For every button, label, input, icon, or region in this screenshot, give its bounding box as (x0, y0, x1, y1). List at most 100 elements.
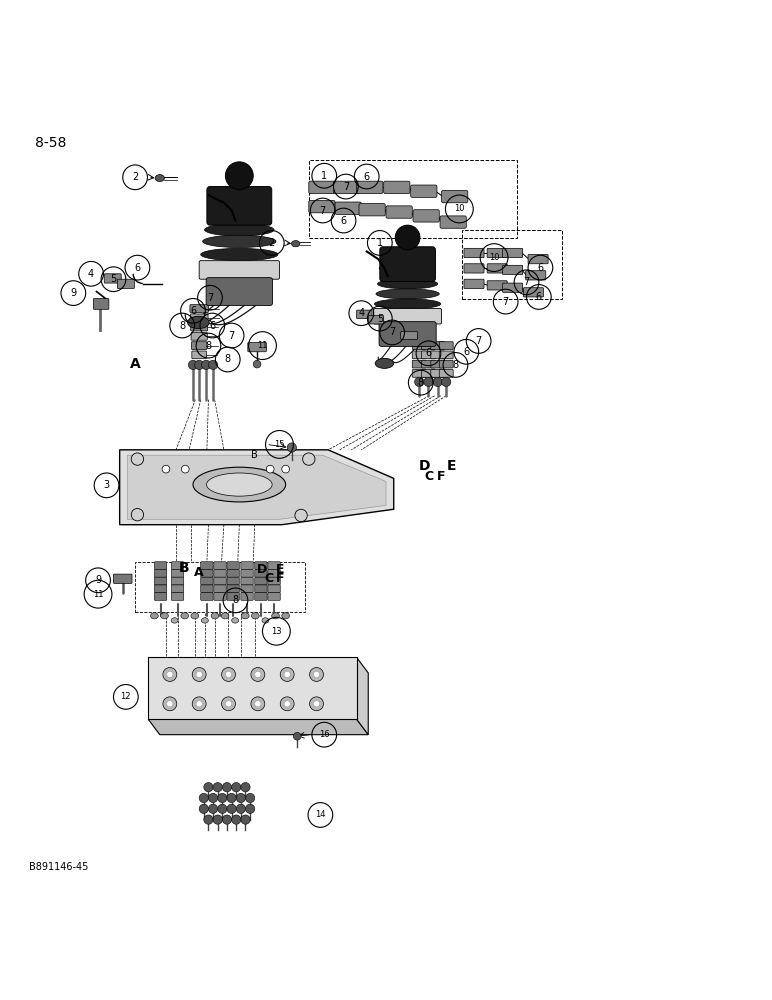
Circle shape (131, 453, 144, 465)
FancyBboxPatch shape (526, 271, 546, 280)
FancyBboxPatch shape (413, 210, 439, 222)
Circle shape (255, 701, 261, 707)
Polygon shape (120, 450, 394, 525)
FancyBboxPatch shape (487, 248, 507, 258)
FancyBboxPatch shape (412, 370, 426, 377)
Circle shape (415, 377, 424, 387)
FancyBboxPatch shape (241, 577, 253, 585)
FancyBboxPatch shape (379, 322, 436, 346)
Text: A: A (130, 357, 141, 371)
Bar (309, 160, 517, 238)
Ellipse shape (252, 613, 259, 619)
Circle shape (213, 783, 222, 792)
FancyBboxPatch shape (255, 585, 267, 593)
Text: D: D (419, 459, 430, 473)
Text: 7: 7 (523, 277, 530, 287)
FancyBboxPatch shape (190, 314, 208, 322)
Text: B891146-45: B891146-45 (29, 862, 89, 872)
FancyBboxPatch shape (503, 265, 523, 275)
Text: 3: 3 (103, 480, 110, 490)
Circle shape (310, 697, 323, 711)
FancyBboxPatch shape (113, 574, 132, 583)
Text: B: B (252, 450, 258, 460)
Polygon shape (148, 719, 368, 735)
FancyBboxPatch shape (334, 181, 360, 194)
Circle shape (131, 508, 144, 521)
FancyBboxPatch shape (171, 569, 184, 577)
Circle shape (196, 701, 202, 707)
FancyBboxPatch shape (268, 593, 280, 600)
FancyBboxPatch shape (214, 569, 226, 577)
Ellipse shape (181, 613, 188, 619)
Text: 2: 2 (132, 172, 138, 182)
Text: 1: 1 (377, 238, 383, 248)
FancyBboxPatch shape (199, 261, 279, 279)
FancyBboxPatch shape (439, 360, 453, 368)
FancyBboxPatch shape (227, 593, 239, 600)
Ellipse shape (202, 235, 276, 248)
Circle shape (313, 671, 320, 678)
Ellipse shape (201, 248, 278, 261)
Circle shape (225, 701, 232, 707)
FancyBboxPatch shape (386, 206, 412, 218)
FancyBboxPatch shape (255, 593, 267, 600)
Circle shape (303, 453, 315, 465)
FancyBboxPatch shape (214, 577, 226, 585)
Text: 9: 9 (70, 288, 76, 298)
FancyBboxPatch shape (227, 562, 239, 569)
Text: 8: 8 (418, 378, 424, 388)
FancyBboxPatch shape (104, 274, 121, 283)
FancyBboxPatch shape (255, 577, 267, 585)
Circle shape (241, 815, 250, 824)
Ellipse shape (376, 289, 439, 299)
FancyBboxPatch shape (191, 351, 207, 359)
Ellipse shape (161, 613, 168, 619)
Circle shape (213, 815, 222, 824)
Circle shape (433, 377, 442, 387)
FancyBboxPatch shape (268, 585, 280, 593)
Circle shape (222, 783, 232, 792)
Circle shape (241, 783, 250, 792)
Ellipse shape (206, 473, 272, 496)
Bar (135, 562, 305, 612)
FancyBboxPatch shape (190, 305, 208, 312)
Ellipse shape (378, 279, 438, 289)
FancyBboxPatch shape (154, 585, 167, 593)
Circle shape (181, 465, 189, 473)
FancyBboxPatch shape (214, 593, 226, 600)
Ellipse shape (222, 613, 229, 619)
FancyBboxPatch shape (335, 202, 361, 214)
FancyBboxPatch shape (214, 562, 226, 569)
Text: 5: 5 (110, 274, 117, 284)
Circle shape (163, 697, 177, 711)
Ellipse shape (232, 618, 239, 623)
Ellipse shape (374, 299, 441, 309)
FancyBboxPatch shape (248, 343, 266, 352)
Ellipse shape (375, 358, 394, 368)
Text: 8: 8 (179, 321, 185, 331)
FancyBboxPatch shape (411, 185, 437, 197)
Circle shape (225, 162, 253, 190)
Text: 4: 4 (88, 269, 94, 279)
Text: 7: 7 (389, 327, 395, 337)
FancyBboxPatch shape (154, 577, 167, 585)
FancyBboxPatch shape (401, 332, 418, 339)
FancyBboxPatch shape (268, 569, 280, 577)
FancyBboxPatch shape (214, 585, 226, 593)
FancyBboxPatch shape (412, 342, 426, 349)
FancyBboxPatch shape (154, 593, 167, 600)
Circle shape (208, 360, 218, 370)
FancyBboxPatch shape (422, 351, 435, 359)
FancyBboxPatch shape (422, 360, 435, 368)
Circle shape (199, 793, 208, 803)
Text: 7: 7 (320, 206, 326, 216)
Circle shape (204, 815, 213, 824)
FancyBboxPatch shape (227, 585, 239, 593)
Circle shape (245, 804, 255, 813)
FancyBboxPatch shape (464, 248, 484, 258)
FancyBboxPatch shape (503, 248, 523, 258)
FancyBboxPatch shape (206, 278, 273, 305)
Circle shape (227, 793, 236, 803)
FancyBboxPatch shape (171, 577, 184, 585)
Polygon shape (357, 657, 368, 735)
